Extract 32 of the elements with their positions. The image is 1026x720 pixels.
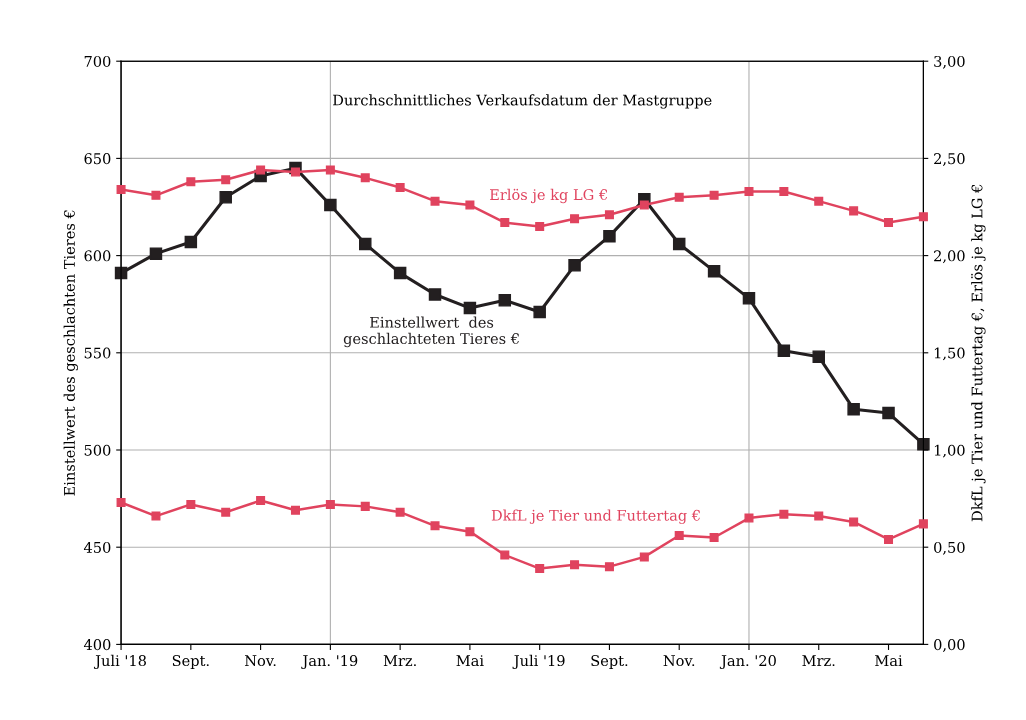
y-tick-label: 600	[84, 250, 111, 262]
y2-tick-label: 2,00	[934, 250, 965, 264]
x-tick-label: Juli '19	[512, 654, 565, 669]
y-axis-title: Einstellwert des geschlachten Tieres €	[63, 210, 78, 496]
x-tick-label: Sept.	[591, 655, 628, 669]
y-tick-label: 400	[83, 639, 111, 651]
y2-axis-title: DkfL je Tier und Futtertag €, Erlös je kg LG €	[971, 184, 986, 522]
x-tick-label: Nov.	[663, 655, 695, 667]
x-tick-label: Mrz.	[383, 655, 416, 667]
y-tick-label: 500	[84, 444, 111, 456]
y2-tick-label: 0,00	[934, 639, 965, 652]
x-tick-label: Mai	[456, 655, 484, 667]
y2-tick-label: 3,00	[934, 55, 965, 69]
y-tick-label: 550	[84, 347, 111, 359]
y2-tick-label: 0,50	[934, 541, 965, 555]
text: Durchschnittliches Verkaufsdatum der Mastgruppe	[333, 94, 712, 109]
x-tick-label: Nov.	[244, 655, 276, 667]
y-tick-label: 650	[84, 153, 111, 165]
x-tick-label: Jan. '20	[719, 655, 776, 669]
x-tick-label: Jan. '19	[301, 655, 358, 669]
y2-tick-label: 1,00	[934, 444, 965, 458]
x-tick-label: Juli '18	[93, 654, 146, 669]
x-tick-label: Sept.	[172, 655, 209, 669]
x-tick-label: Mrz.	[802, 655, 835, 667]
y2-tick-label: 1,50	[934, 347, 965, 361]
y-tick-label: 700	[84, 55, 111, 67]
series-label: Erlös je kg LG €	[490, 188, 608, 204]
series-label: Einstellwert des geschlachteten Tieres €	[343, 316, 519, 348]
y-tick-label: 450	[83, 541, 111, 553]
y2-tick-label: 2,50	[934, 153, 965, 166]
x-tick-label: Mai	[875, 655, 903, 667]
series-label: DkfL je Tier und Futtertag €	[491, 509, 700, 524]
